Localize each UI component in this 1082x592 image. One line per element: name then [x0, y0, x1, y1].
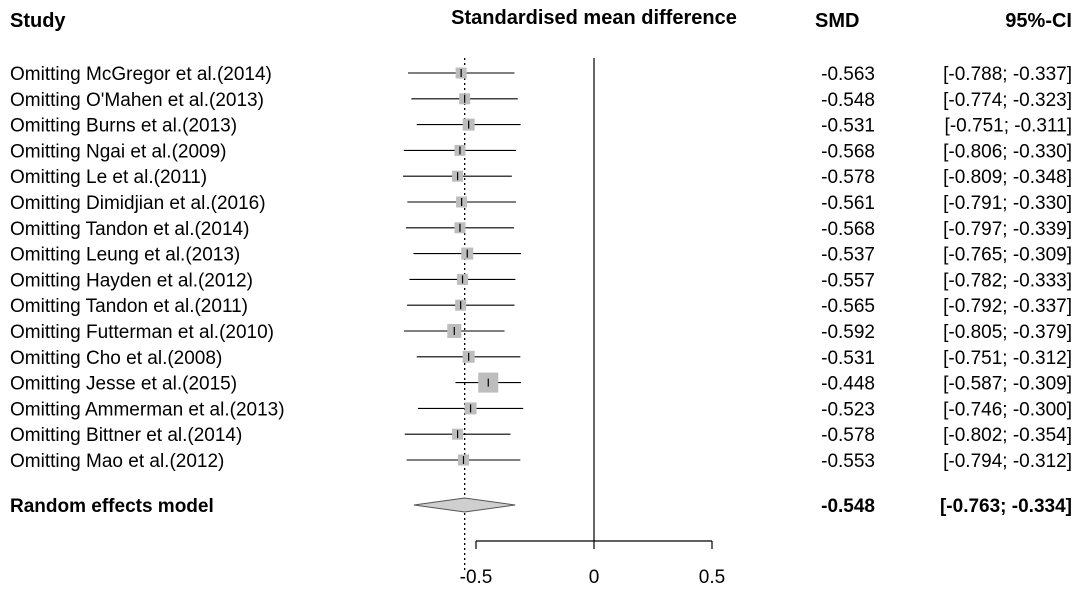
study-ci: [-0.792; -0.337]	[943, 296, 1072, 317]
study-smd: -0.561	[821, 193, 875, 214]
study-row: Omitting Jesse et al.(2015) -0.448 [-0.587…	[10, 372, 1072, 395]
study-ci: [-0.782; -0.333]	[943, 270, 1072, 291]
study-row: Omitting Dimidjian et al.(2016) -0.561 [-0…	[10, 193, 1072, 214]
study-ci: [-0.797; -0.339]	[943, 219, 1072, 240]
study-row: Omitting Tandon et al.(2011) -0.565 [-0.79…	[10, 296, 1072, 317]
summary-diamond	[413, 497, 516, 513]
study-smd: -0.537	[821, 245, 875, 266]
study-row: Omitting Bittner et al.(2014) -0.578 [-0.8…	[10, 425, 1072, 446]
study-label: Omitting Bittner et al.(2014)	[10, 425, 242, 446]
study-smd: -0.578	[821, 425, 875, 446]
study-smd: -0.448	[821, 374, 875, 395]
study-smd: -0.531	[821, 348, 875, 369]
study-smd: -0.531	[821, 116, 875, 137]
header-ci: 95%-CI	[1005, 10, 1072, 32]
summary-row: Random effects model -0.548 [-0.763; -0.…	[10, 496, 1072, 517]
x-tick-label: 0.5	[699, 567, 725, 588]
study-label: Omitting Mao et al.(2012)	[10, 451, 224, 472]
study-label: Omitting Ammerman et al.(2013)	[10, 399, 285, 420]
header-study: Study	[10, 10, 66, 32]
summary-ci: [-0.763; -0.334]	[940, 496, 1072, 517]
study-label: Omitting Burns et al.(2013)	[10, 116, 237, 137]
study-label: Omitting Cho et al.(2008)	[10, 348, 222, 369]
study-label: Omitting Ngai et al.(2009)	[10, 141, 227, 162]
study-row: Omitting McGregor et al.(2014) -0.563 [-0.…	[10, 64, 1072, 85]
study-row: Omitting O'Mahen et al.(2013) -0.548 [-0.7…	[10, 90, 1072, 111]
study-row: Omitting Cho et al.(2008) -0.531 [-0.751; …	[10, 348, 1072, 369]
study-ci: [-0.587; -0.309]	[943, 374, 1072, 395]
study-ci: [-0.791; -0.330]	[943, 193, 1072, 214]
study-label: Omitting Leung et al.(2013)	[10, 245, 240, 266]
study-row: Omitting Le et al.(2011) -0.578 [-0.809; -…	[10, 167, 1072, 188]
study-label: Omitting Dimidjian et al.(2016)	[10, 193, 266, 214]
study-smd: -0.523	[821, 399, 875, 420]
study-row: Omitting Burns et al.(2013) -0.531 [-0.751…	[10, 116, 1072, 137]
study-row: Omitting Leung et al.(2013) -0.537 [-0.765…	[10, 245, 1072, 266]
study-ci: [-0.746; -0.300]	[943, 399, 1072, 420]
study-row: Omitting Mao et al.(2012) -0.553 [-0.794; …	[10, 451, 1072, 472]
summary-label: Random effects model	[10, 496, 214, 517]
study-smd: -0.565	[821, 296, 875, 317]
study-label: Omitting Tandon et al.(2011)	[10, 296, 248, 317]
study-ci: [-0.788; -0.337]	[943, 64, 1072, 85]
study-smd: -0.592	[821, 322, 875, 343]
x-tick-label: -0.5	[460, 567, 493, 588]
study-label: Omitting Tandon et al.(2014)	[10, 219, 249, 240]
study-row: Omitting Hayden et al.(2012) -0.557 [-0.78…	[10, 270, 1072, 291]
study-row: Omitting Ammerman et al.(2013) -0.523 [-0.…	[10, 399, 1072, 420]
study-ci: [-0.805; -0.379]	[943, 322, 1072, 343]
study-ci: [-0.809; -0.348]	[943, 167, 1072, 188]
study-label: Omitting Futterman et al.(2010)	[10, 322, 274, 343]
summary-smd: -0.548	[821, 496, 875, 517]
study-ci: [-0.806; -0.330]	[943, 141, 1072, 162]
header-effect: Standardised mean difference	[451, 7, 737, 29]
x-tick-label: 0	[589, 567, 600, 588]
study-ci: [-0.774; -0.323]	[943, 90, 1072, 111]
study-smd: -0.548	[821, 90, 875, 111]
study-ci: [-0.802; -0.354]	[943, 425, 1072, 446]
study-label: Omitting Le et al.(2011)	[10, 167, 207, 188]
study-smd: -0.568	[821, 141, 875, 162]
study-smd: -0.553	[821, 451, 875, 472]
study-smd: -0.557	[821, 270, 875, 291]
header-smd: SMD	[815, 10, 859, 32]
study-label: Omitting Jesse et al.(2015)	[10, 374, 237, 395]
study-row: Omitting Tandon et al.(2014) -0.568 [-0.79…	[10, 219, 1072, 240]
study-ci: [-0.794; -0.312]	[943, 451, 1072, 472]
study-ci: [-0.751; -0.311]	[945, 116, 1072, 137]
study-label: Omitting Hayden et al.(2012)	[10, 270, 253, 291]
x-axis: -0.5 0 0.5	[460, 540, 725, 588]
study-rows: Omitting McGregor et al.(2014) -0.563 [-0.…	[10, 64, 1072, 472]
study-smd: -0.568	[821, 219, 875, 240]
study-ci: [-0.765; -0.309]	[943, 245, 1072, 266]
study-smd: -0.578	[821, 167, 875, 188]
study-label: Omitting McGregor et al.(2014)	[10, 64, 272, 85]
study-label: Omitting O'Mahen et al.(2013)	[10, 90, 264, 111]
study-row: Omitting Ngai et al.(2009) -0.568 [-0.806;…	[10, 141, 1072, 162]
study-smd: -0.563	[821, 64, 875, 85]
study-row: Omitting Futterman et al.(2010) -0.592 [-0…	[10, 322, 1072, 343]
study-ci: [-0.751; -0.312]	[943, 348, 1072, 369]
